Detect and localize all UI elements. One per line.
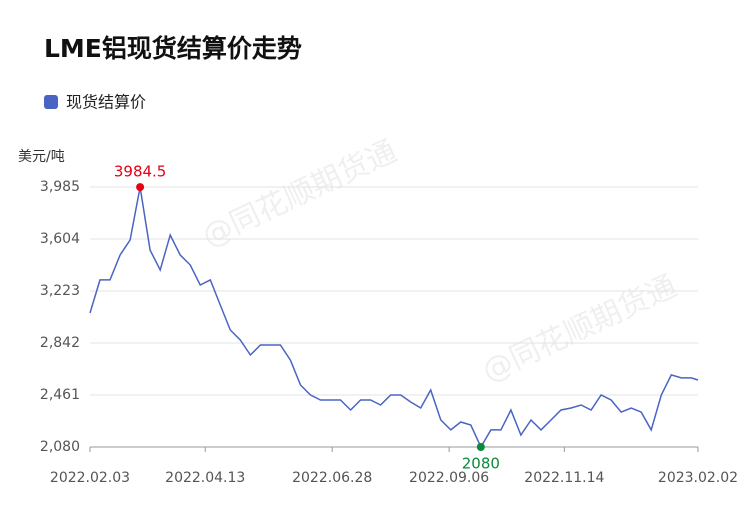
highlight-point xyxy=(136,183,145,192)
legend-swatch xyxy=(44,95,58,109)
line xyxy=(89,186,699,449)
x-tick-label: 2022.09.06 xyxy=(409,470,489,486)
y-tick-label: 3,604 xyxy=(40,231,80,247)
watermark: @同花顺期货通 xyxy=(197,134,402,254)
highlight-point xyxy=(476,443,485,451)
legend-label: 现货结算价 xyxy=(66,93,146,112)
y-axis-label: 美元/吨 xyxy=(18,149,65,165)
x-tick-label: 2022.02.03 xyxy=(50,470,130,486)
x-tick-label: 2023.02.02 xyxy=(658,470,738,486)
chart-title: LME铝现货结算价走势 xyxy=(44,34,302,63)
x-tick-label: 2022.04.13 xyxy=(165,470,245,486)
y-tick-label: 3,985 xyxy=(40,179,80,195)
x-tick-label: 2022.06.28 xyxy=(292,470,372,486)
y-tick-label: 3,223 xyxy=(40,283,80,299)
y-tick-label: 2,080 xyxy=(40,439,80,455)
y-tick-label: 2,842 xyxy=(40,335,80,351)
highlight-label: 3984.5 xyxy=(114,163,167,181)
x-tick-label: 2022.11.14 xyxy=(524,470,604,486)
y-tick-label: 2,461 xyxy=(40,387,80,403)
watermark: @同花顺期货通 xyxy=(477,269,682,389)
highlight-label: 2080 xyxy=(462,455,500,473)
